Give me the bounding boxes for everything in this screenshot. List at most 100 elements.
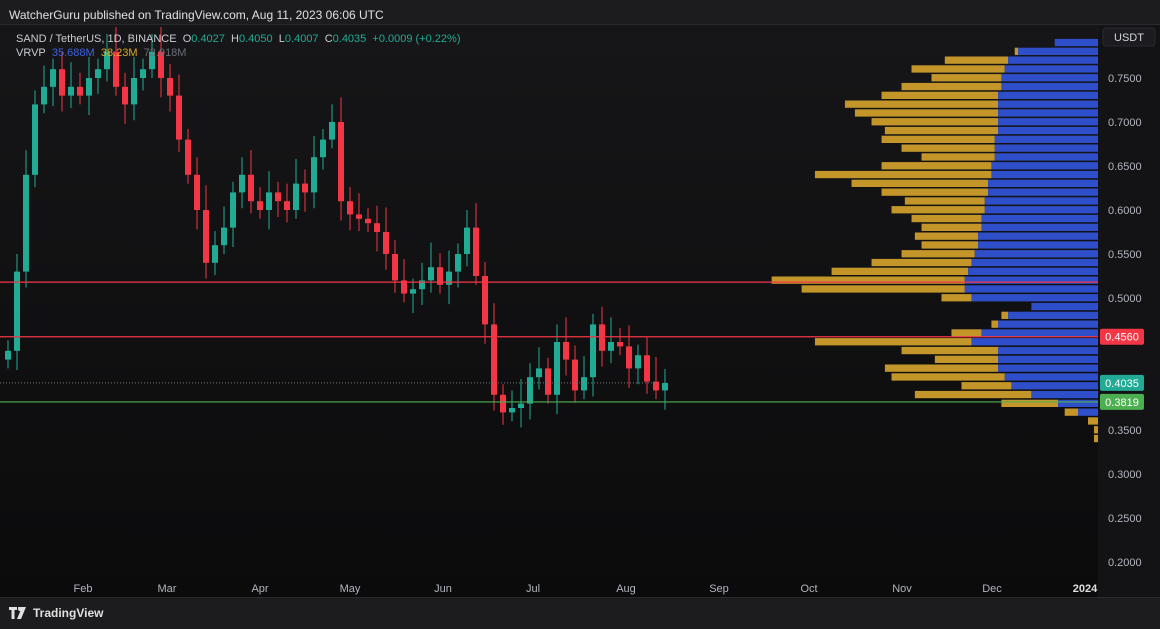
candle-body bbox=[266, 192, 272, 210]
vp-up-bar bbox=[1004, 65, 1098, 73]
vp-down-bar bbox=[951, 329, 982, 337]
y-tick-label: 0.7000 bbox=[1108, 117, 1142, 129]
candle-body bbox=[86, 78, 92, 96]
vp-up-bar bbox=[974, 250, 1098, 258]
vp-up-bar bbox=[971, 258, 1098, 267]
candle-body bbox=[365, 218, 371, 224]
candle-body bbox=[491, 324, 497, 395]
vp-up-bar bbox=[1078, 408, 1098, 416]
candle-body bbox=[356, 214, 362, 219]
candle-body bbox=[59, 69, 65, 96]
candle-body bbox=[23, 174, 29, 272]
vp-down-bar bbox=[891, 206, 985, 214]
vp-down-bar bbox=[1088, 417, 1098, 425]
vp-up-bar bbox=[998, 346, 1098, 355]
vp-up-bar bbox=[968, 267, 1098, 275]
ohlc-row: SAND / TetherUS, 1D, BINANCE O0.4027 H0.… bbox=[16, 32, 461, 46]
vp-up-bar bbox=[964, 285, 1098, 293]
vp-up-bar bbox=[981, 214, 1098, 223]
close-value: 0.4035 bbox=[332, 33, 367, 45]
chart-legend: SAND / TetherUS, 1D, BINANCE O0.4027 H0.… bbox=[16, 32, 461, 60]
currency-label: USDT bbox=[1114, 32, 1144, 44]
candle-body bbox=[95, 69, 101, 78]
candle-body bbox=[212, 245, 218, 263]
footer: TradingView bbox=[9, 606, 103, 620]
vp-down-bar bbox=[911, 214, 982, 223]
vp-up-bar bbox=[994, 135, 1098, 143]
vp-up-bar bbox=[994, 144, 1098, 152]
price-label-badge bbox=[1100, 393, 1144, 410]
vp-up-bar bbox=[1008, 56, 1098, 64]
vp-down-bar bbox=[831, 267, 969, 275]
vp-down-bar bbox=[881, 91, 999, 99]
vp-up-bar bbox=[998, 91, 1098, 99]
candle-body bbox=[185, 139, 191, 175]
candle-body bbox=[545, 368, 551, 395]
candle-body bbox=[527, 377, 533, 404]
candle-body bbox=[176, 95, 182, 140]
candle-body bbox=[257, 201, 263, 210]
vp-down-bar bbox=[934, 355, 999, 363]
vp-down-bar bbox=[941, 294, 972, 302]
vp-up-bar bbox=[981, 223, 1098, 231]
vp-up-bar bbox=[998, 320, 1098, 328]
vp-down-bar bbox=[814, 338, 972, 346]
candle-body bbox=[203, 210, 209, 263]
currency-button[interactable] bbox=[1102, 27, 1156, 47]
candle-body bbox=[428, 267, 434, 281]
candle-body bbox=[248, 174, 254, 202]
y-tick-label: 0.6000 bbox=[1108, 205, 1142, 217]
vp-down-bar bbox=[911, 65, 1005, 73]
candle-body bbox=[275, 192, 281, 202]
candle-body bbox=[662, 382, 668, 391]
symbol-label[interactable]: SAND / TetherUS, 1D, BINANCE bbox=[16, 33, 177, 45]
price-axis[interactable] bbox=[1098, 25, 1160, 597]
vp-down-bar bbox=[814, 170, 992, 179]
candle-body bbox=[626, 346, 632, 369]
low-label: L bbox=[278, 33, 285, 45]
candle-body bbox=[599, 324, 605, 351]
candle-body bbox=[401, 280, 407, 294]
x-tick-label: Apr bbox=[251, 583, 268, 595]
candle-body bbox=[14, 271, 20, 351]
candle-body bbox=[68, 86, 74, 96]
vp-down-bar bbox=[881, 188, 989, 196]
price-label-badge bbox=[1100, 328, 1144, 345]
open-value: 0.4027 bbox=[191, 33, 225, 45]
vp-down-bar bbox=[921, 223, 982, 231]
candle-body bbox=[653, 381, 659, 391]
candle-body bbox=[374, 223, 380, 232]
vp-down-bar bbox=[871, 118, 999, 126]
vp-down-bar bbox=[961, 382, 1012, 390]
vp-up-bar bbox=[998, 126, 1098, 135]
candle-body bbox=[194, 174, 200, 210]
candle-body bbox=[131, 78, 137, 105]
vp-up-bar bbox=[984, 206, 1098, 214]
x-tick-label: Aug bbox=[616, 583, 636, 595]
x-tick-label: Dec bbox=[982, 583, 1002, 595]
x-tick-label: Oct bbox=[800, 583, 817, 595]
candle-body bbox=[104, 51, 110, 70]
publish-info: WatcherGuru published on TradingView.com… bbox=[9, 8, 384, 22]
high-value: 0.4050 bbox=[239, 33, 273, 45]
price-label-text: 0.4035 bbox=[1105, 378, 1139, 390]
vp-down-bar bbox=[901, 346, 999, 355]
vrvp-label[interactable]: VRVP bbox=[16, 47, 46, 59]
candle-body bbox=[41, 86, 47, 105]
vp-up-bar bbox=[1001, 74, 1098, 82]
vp-down-bar bbox=[901, 144, 995, 152]
candle-body bbox=[149, 51, 155, 70]
vp-down-bar bbox=[891, 373, 1005, 381]
x-tick-label: May bbox=[340, 583, 361, 595]
vp-up-bar bbox=[998, 364, 1098, 372]
candle-body bbox=[554, 342, 560, 395]
y-tick-label: 0.5500 bbox=[1108, 249, 1142, 261]
candle-body bbox=[518, 403, 524, 408]
vp-down-bar bbox=[854, 109, 999, 117]
candle-body bbox=[410, 289, 416, 294]
candle-body bbox=[581, 377, 587, 391]
candle-body bbox=[122, 86, 128, 105]
candle-body bbox=[419, 280, 425, 290]
candle-body bbox=[77, 86, 83, 96]
